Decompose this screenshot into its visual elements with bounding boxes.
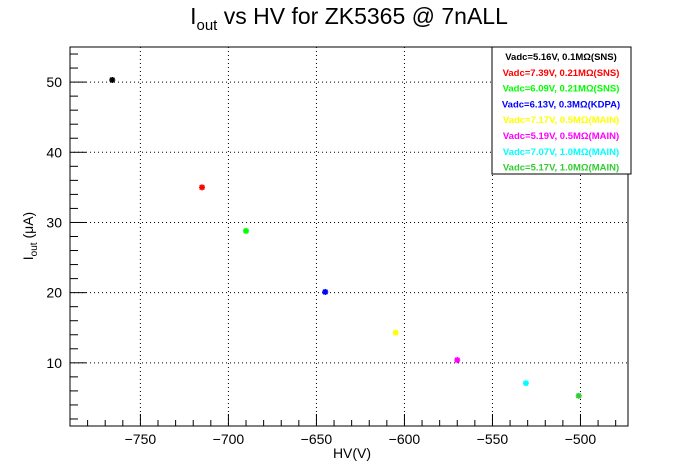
data-point bbox=[522, 380, 529, 387]
legend-entry: Vadc=7.07V, 1.0MΩ(MAIN) bbox=[503, 147, 619, 158]
y-tick-label: 20 bbox=[46, 285, 62, 301]
legend-entry: Vadc=5.17V, 1.0MΩ(MAIN) bbox=[503, 163, 619, 174]
x-tick-label: −500 bbox=[565, 431, 597, 447]
legend-entry: Vadc=6.09V, 0.21MΩ(SNS) bbox=[503, 84, 620, 95]
data-point bbox=[454, 357, 461, 364]
legend-entry: Vadc=7.39V, 0.21MΩ(SNS) bbox=[503, 68, 620, 79]
chart-title-subscript: out bbox=[196, 17, 218, 34]
x-tick-label: −700 bbox=[213, 431, 245, 447]
chart-title: Iout vs HV for ZK5365 @ 7nALL bbox=[190, 3, 508, 34]
data-point bbox=[109, 76, 116, 83]
data-point bbox=[243, 227, 250, 234]
legend-entry: Vadc=6.13V, 0.3MΩ(KDPA) bbox=[502, 99, 620, 110]
tick-layer bbox=[69, 53, 617, 426]
legend-entry: Vadc=7.17V, 0.5MΩ(MAIN) bbox=[503, 115, 619, 126]
chart-title-rest: vs HV for ZK5365 @ 7nALL bbox=[217, 3, 508, 29]
x-tick-label: −600 bbox=[389, 431, 421, 447]
legend: Vadc=5.16V, 0.1MΩ(SNS) Vadc=7.39V, 0.21MΩ… bbox=[491, 46, 632, 175]
data-point bbox=[322, 288, 329, 295]
data-point bbox=[199, 184, 206, 191]
y-tick-label: 50 bbox=[46, 74, 62, 90]
data-point bbox=[392, 329, 399, 336]
marker-layer bbox=[109, 76, 582, 399]
legend-box bbox=[491, 46, 632, 175]
y-axis-label-rest: (μA) bbox=[20, 212, 36, 243]
y-tick-label: 40 bbox=[46, 144, 62, 160]
y-axis-label: Iout (μA) bbox=[20, 212, 40, 260]
x-tick-label: −650 bbox=[301, 431, 333, 447]
legend-entries: Vadc=5.16V, 0.1MΩ(SNS) Vadc=7.39V, 0.21MΩ… bbox=[502, 52, 620, 174]
legend-entry: Vadc=5.16V, 0.1MΩ(SNS) bbox=[505, 52, 617, 63]
y-axis-label-main: I bbox=[20, 256, 36, 260]
tick-label-layer: −750 −700 −650 −600 −550 −500 10 20 30 40 50 bbox=[46, 74, 596, 447]
x-tick-label: −750 bbox=[125, 431, 157, 447]
y-tick-label: 10 bbox=[46, 355, 62, 371]
x-tick-label: −550 bbox=[477, 431, 509, 447]
legend-entry: Vadc=5.19V, 0.5MΩ(MAIN) bbox=[503, 131, 619, 142]
chart-title-main: I bbox=[190, 3, 196, 29]
y-axis-label-subscript: out bbox=[29, 242, 40, 256]
data-point bbox=[575, 392, 582, 399]
x-axis-label: HV(V) bbox=[333, 445, 371, 461]
y-tick-label: 30 bbox=[46, 214, 62, 230]
